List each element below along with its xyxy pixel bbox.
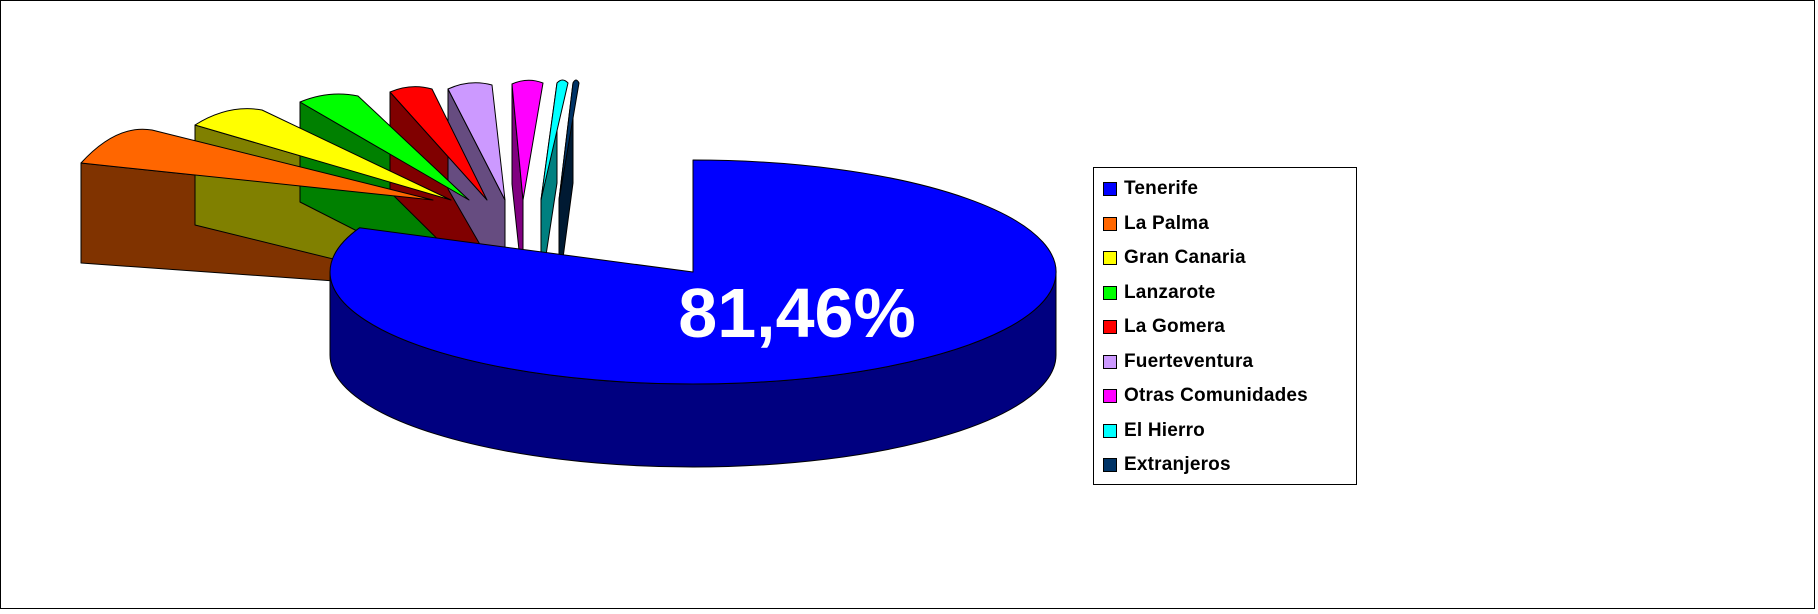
legend-item-extranjeros: Extranjeros [1094,448,1356,483]
legend-swatch [1103,320,1117,335]
legend-swatch [1103,354,1117,369]
legend-item-el-hierro: El Hierro [1094,414,1356,449]
legend-label: Lanzarote [1124,281,1216,303]
legend-label: Tenerife [1124,178,1199,200]
pie-labels: 81,46% [678,274,915,352]
legend-item-fuerteventura: Fuerteventura [1094,345,1356,380]
legend-label: La Palma [1124,212,1210,234]
slice-top-extranjeros [558,79,580,201]
legend-item-tenerife: Tenerife [1094,172,1356,207]
slice-top-la-palma [80,128,434,201]
chart-legend: Tenerife La Palma Gran Canaria Lanzarote La … [1093,167,1357,485]
legend-swatch [1103,182,1117,197]
legend-swatch [1103,458,1117,473]
legend-label: El Hierro [1124,419,1205,441]
legend-swatch [1103,251,1117,266]
legend-item-lanzarote: Lanzarote [1094,276,1356,311]
legend-swatch [1103,216,1117,231]
slice-top-gran-canaria [194,108,452,201]
data-label-tenerife: 81,46% [678,274,915,352]
slice-top-lanzarote [299,93,470,201]
legend-label: La Gomera [1124,316,1226,338]
slice-top-la-gomera [389,86,488,201]
legend-label: Gran Canaria [1124,247,1246,269]
legend-label: Fuerteventura [1124,350,1254,372]
slice-top-el-hierro [540,79,569,201]
slice-top-otras-comunidades [511,79,544,201]
slice-top-fuerteventura [447,82,506,201]
slice-top-tenerife [329,159,1057,385]
legend-item-gran-canaria: Gran Canaria [1094,241,1356,276]
legend-item-la-gomera: La Gomera [1094,310,1356,345]
legend-label: Otras Comunidades [1124,385,1308,407]
pie-tops [80,79,1057,468]
legend-label: Extranjeros [1124,454,1231,476]
legend-swatch [1103,285,1117,300]
legend-swatch [1103,423,1117,438]
legend-swatch [1103,389,1117,404]
legend-item-la-palma: La Palma [1094,207,1356,242]
legend-item-otras-comunidades: Otras Comunidades [1094,379,1356,414]
